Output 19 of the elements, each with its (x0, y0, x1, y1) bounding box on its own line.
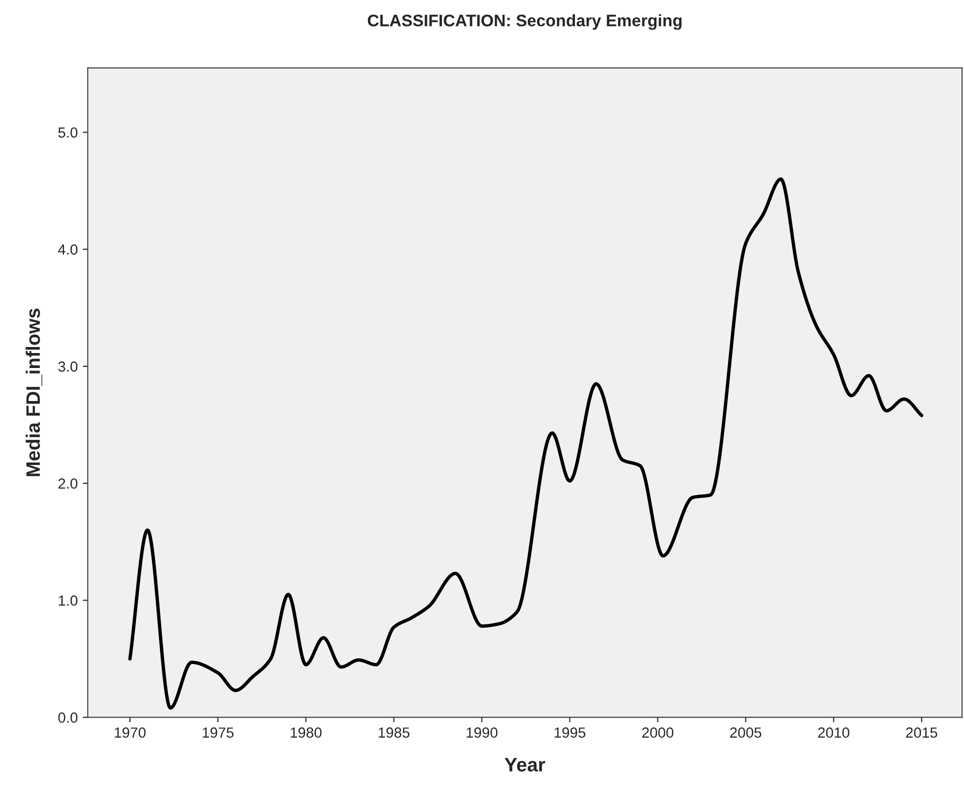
x-tick-label: 2010 (818, 727, 850, 738)
x-tick-label: 1975 (202, 727, 234, 738)
x-tick-label: 1980 (290, 727, 322, 738)
x-tick-label: 2015 (906, 727, 938, 738)
x-tick-label: 1990 (466, 727, 498, 738)
x-tick-label: 2000 (642, 727, 674, 738)
y-tick-label: 2.0 (58, 478, 78, 489)
x-tick-label: 1995 (554, 727, 586, 738)
x-tick-label: 1985 (378, 727, 410, 738)
x-tick-label: 2005 (730, 727, 762, 738)
y-tick-label: 3.0 (58, 361, 78, 372)
y-tick-label: 4.0 (58, 244, 78, 255)
y-axis-title: Media FDI_inflows (26, 308, 42, 476)
x-tick-label: 1970 (114, 727, 146, 738)
chart-title: CLASSIFICATION: Secondary Emerging (368, 14, 682, 30)
y-tick-label: 0.0 (58, 712, 78, 723)
y-tick-label: 1.0 (58, 595, 78, 606)
x-axis-title: Year (504, 758, 546, 772)
y-tick-label: 5.0 (58, 127, 78, 138)
